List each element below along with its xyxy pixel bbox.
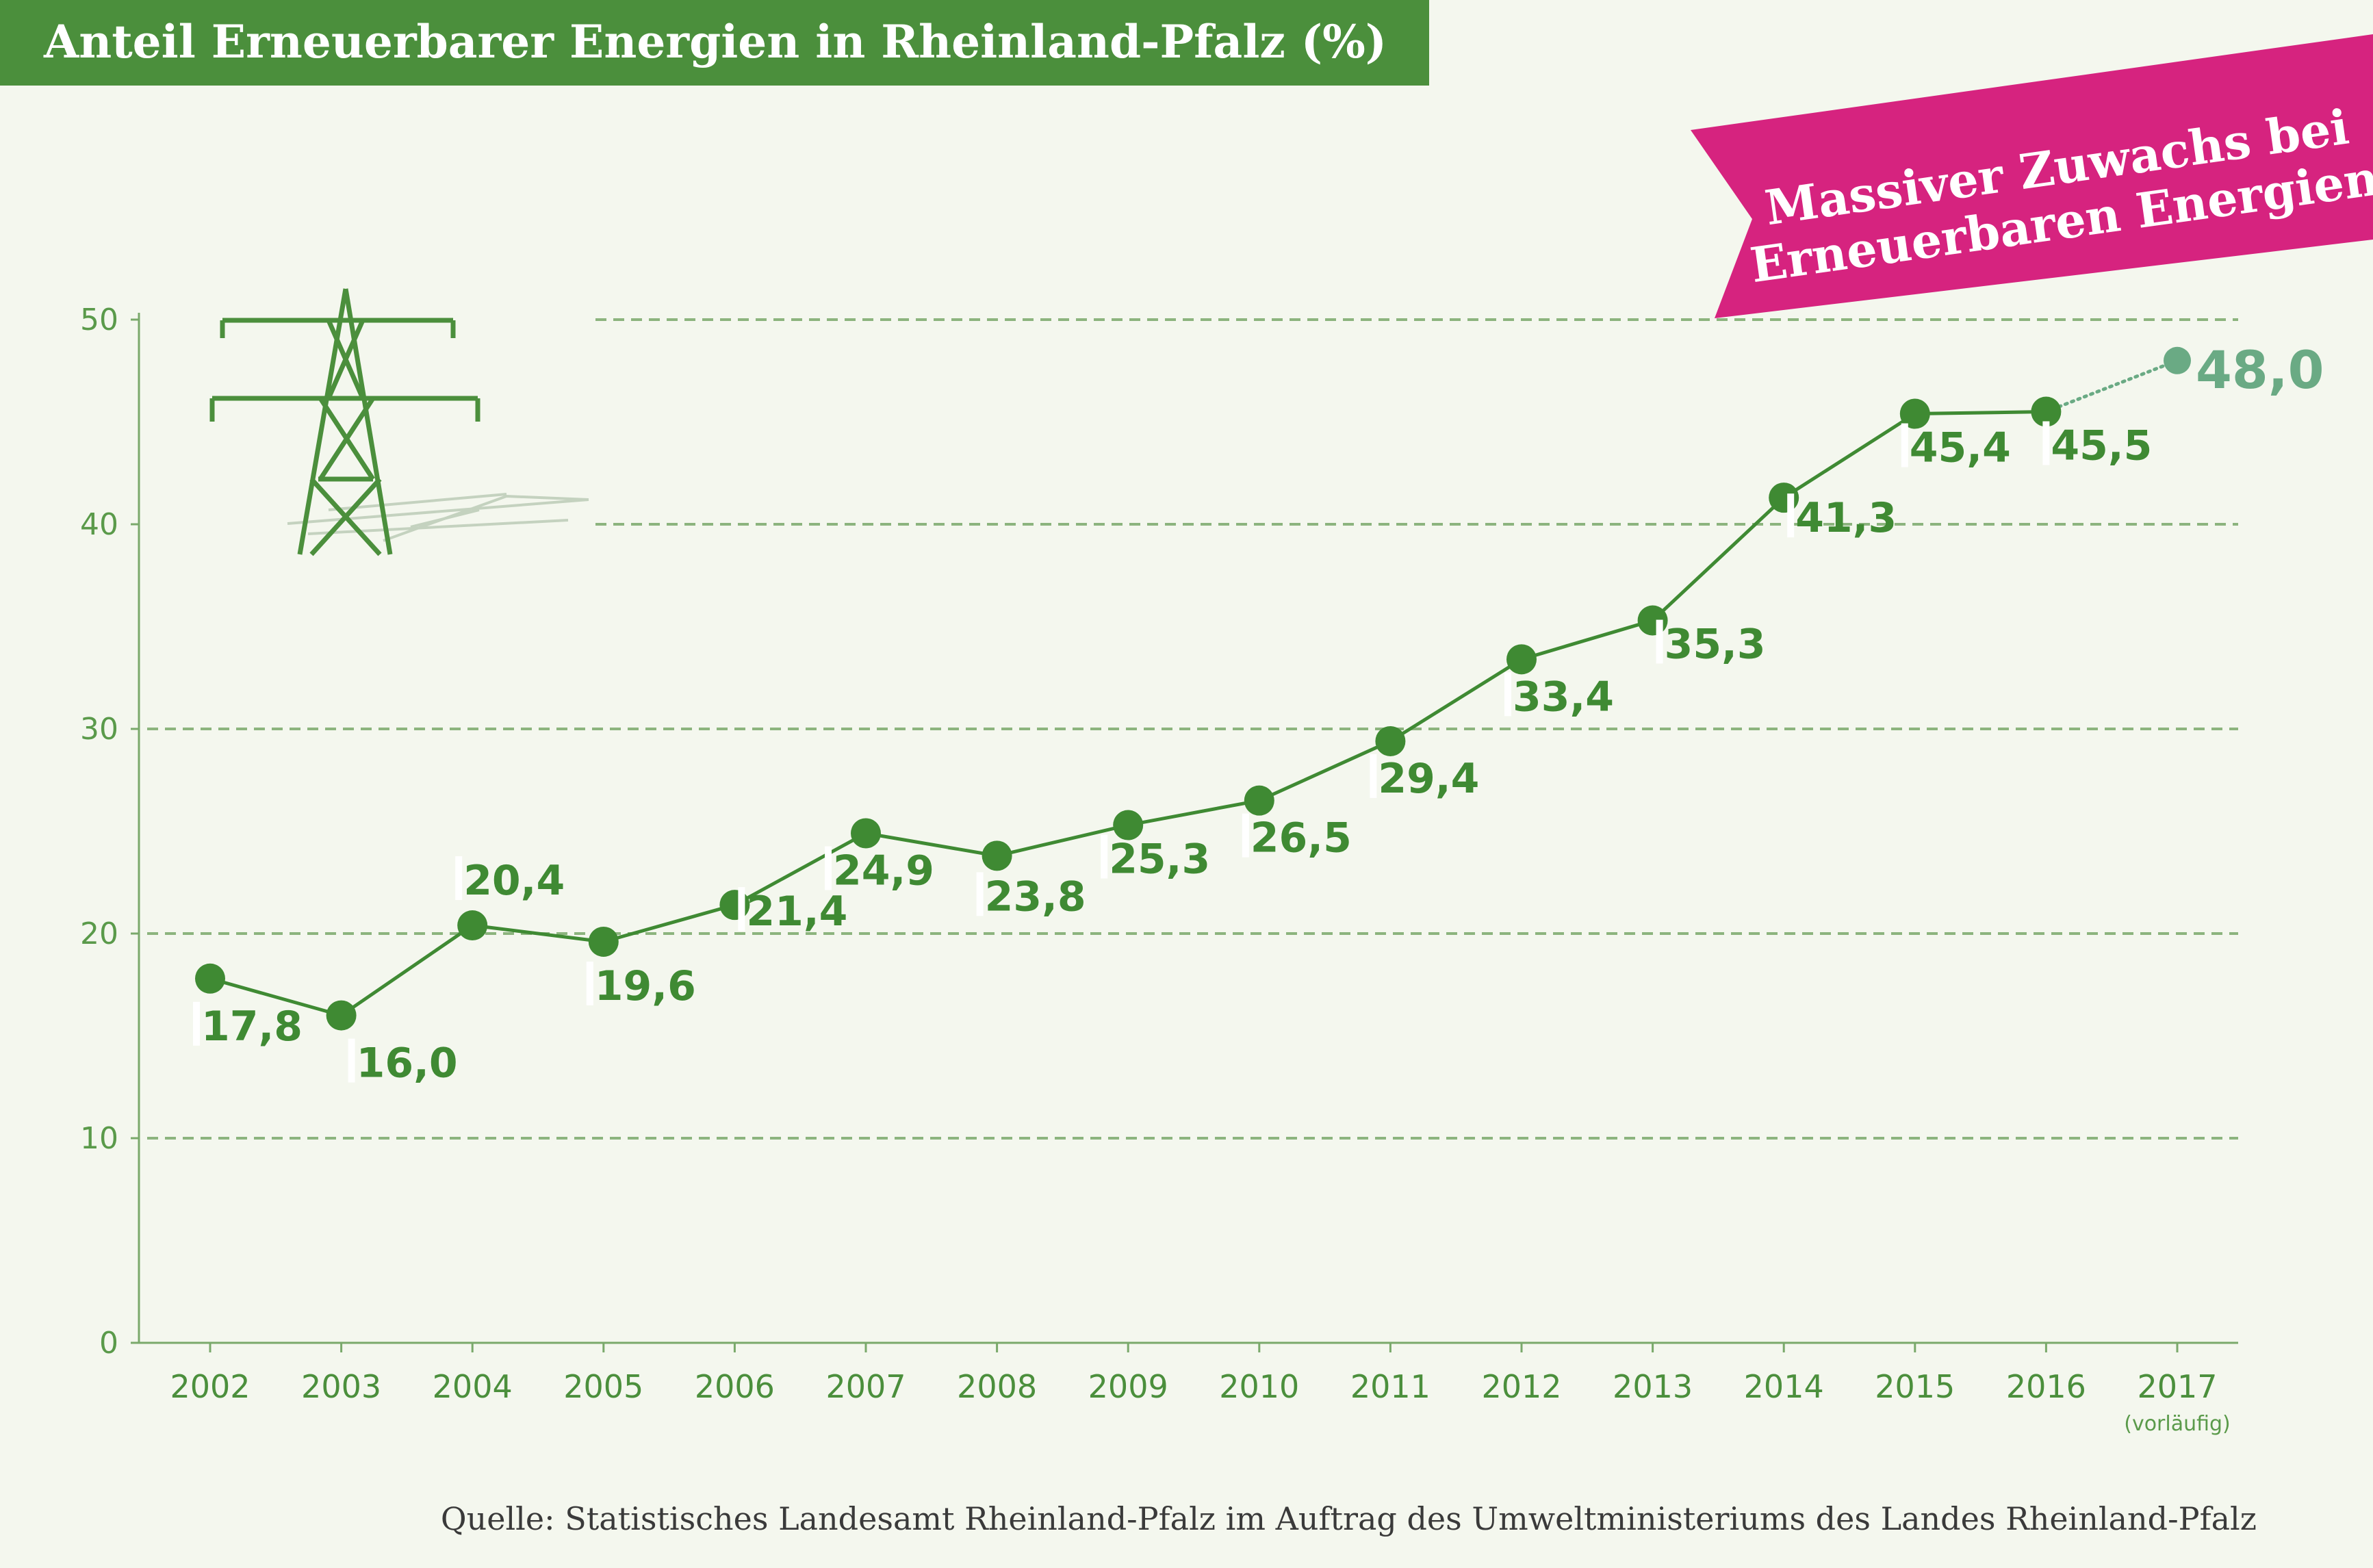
label-tab-2010 (1242, 813, 1249, 858)
xtick-label-2014: 2014 (1744, 1368, 1824, 1405)
xtick-label-2017: 2017 (2137, 1368, 2217, 1405)
xtick-label-2006: 2006 (695, 1368, 775, 1405)
title-bar: Anteil Erneuerbarer Energien in Rheinlan… (0, 0, 1429, 86)
chart-title: Anteil Erneuerbarer Energien in Rheinlan… (44, 15, 1387, 68)
ytick-label-40: 40 (80, 507, 118, 542)
data-label-2015: 45,4 (1910, 424, 2011, 472)
label-tab-2015 (1901, 423, 1908, 467)
xtick-label-2007: 2007 (825, 1368, 906, 1405)
power-pylon-icon (209, 288, 589, 556)
data-point-2014 (1769, 483, 1799, 513)
label-tab-2003 (348, 1038, 355, 1083)
xtick-label-2012: 2012 (1481, 1368, 1561, 1405)
data-label-2006: 21,4 (746, 888, 847, 936)
highlight-banner: Massiver Zuwachs bei Erneuerbaren Energi… (1691, 34, 2373, 318)
series: 17,8 16,0 20,4 19,6 21,424,9 23,8 25,3 26,5 29,4… (193, 339, 2324, 1088)
xtick-label-2016: 2016 (2006, 1368, 2086, 1405)
data-point-2017 (2164, 346, 2191, 374)
xtick-label-2002: 2002 (170, 1368, 250, 1405)
grid-lines (147, 318, 2238, 1140)
xtick-label-2013: 2013 (1613, 1368, 1693, 1405)
ytick-label-50: 50 (80, 303, 118, 337)
data-point-2008 (982, 840, 1012, 871)
data-label-2009: 25,3 (1109, 836, 1210, 884)
data-point-2012 (1506, 644, 1537, 675)
xtick-label-2003: 2003 (301, 1368, 381, 1405)
data-label-2014: 41,3 (1795, 494, 1897, 542)
ytick-label-30: 30 (80, 712, 118, 747)
data-label-2011: 29,4 (1378, 755, 1479, 803)
data-label-2008: 23,8 (985, 873, 1086, 921)
label-tab-2014 (1787, 493, 1795, 538)
data-point-2009 (1113, 810, 1144, 840)
ytick-label-20: 20 (80, 916, 118, 951)
data-label-2016: 45,5 (2051, 422, 2152, 470)
xtick-label-2008: 2008 (957, 1368, 1037, 1405)
data-point-2007 (851, 818, 881, 849)
label-tab-2007 (825, 846, 832, 890)
xtick-label-2010: 2010 (1219, 1368, 1299, 1405)
label-tab-2004 (455, 856, 463, 901)
xtick-label-2011: 2011 (1350, 1368, 1431, 1405)
data-label-2007: 24,9 (833, 847, 934, 895)
label-tab-2012 (1504, 672, 1511, 717)
provisional-line (2044, 359, 2179, 414)
data-point-2015 (1899, 398, 1930, 429)
data-point-2002 (195, 963, 225, 994)
xtick-note-2017: (vorläufig) (2124, 1412, 2231, 1436)
data-label-2004: 20,4 (463, 857, 565, 905)
data-label-2017: 48,0 (2196, 339, 2324, 400)
source-note: Quelle: Statistisches Landesamt Rheinlan… (440, 1500, 2257, 1537)
axes: 0 10 20 30 40 50 2002 2003 2004 2005 2006 2007 2008 2… (80, 303, 2238, 1436)
data-point-2006 (719, 890, 750, 921)
xtick-label-2015: 2015 (1875, 1368, 1955, 1405)
data-label-2010: 26,5 (1250, 814, 1352, 862)
label-tab-2006 (738, 887, 745, 931)
ytick-label-0: 0 (99, 1326, 118, 1361)
data-point-2011 (1375, 725, 1406, 756)
data-label-2003: 16,0 (357, 1040, 458, 1088)
label-tab-2005 (586, 961, 593, 1005)
label-tab-2016 (2042, 421, 2050, 465)
label-tab-2008 (976, 872, 984, 916)
data-point-2003 (326, 1000, 357, 1031)
data-point-2004 (457, 910, 488, 941)
banner-shape (1691, 34, 2373, 318)
label-tab-2002 (193, 1001, 200, 1046)
xtick-label-2005: 2005 (563, 1368, 643, 1405)
data-label-2012: 33,4 (1513, 673, 1614, 721)
xtick-label-2009: 2009 (1088, 1368, 1168, 1405)
data-label-2002: 17,8 (201, 1003, 303, 1051)
label-tab-2011 (1370, 754, 1377, 798)
data-label-2013: 35,3 (1665, 621, 1766, 669)
data-label-2005: 19,6 (595, 962, 696, 1010)
data-point-2010 (1244, 785, 1274, 816)
xtick-label-2004: 2004 (433, 1368, 513, 1405)
data-point-2005 (588, 926, 619, 957)
label-tab-2009 (1101, 834, 1108, 879)
label-tab-2013 (1656, 619, 1663, 664)
ytick-label-10: 10 (80, 1121, 118, 1156)
data-point-2016 (2031, 396, 2062, 427)
data-point-2013 (1637, 605, 1668, 636)
